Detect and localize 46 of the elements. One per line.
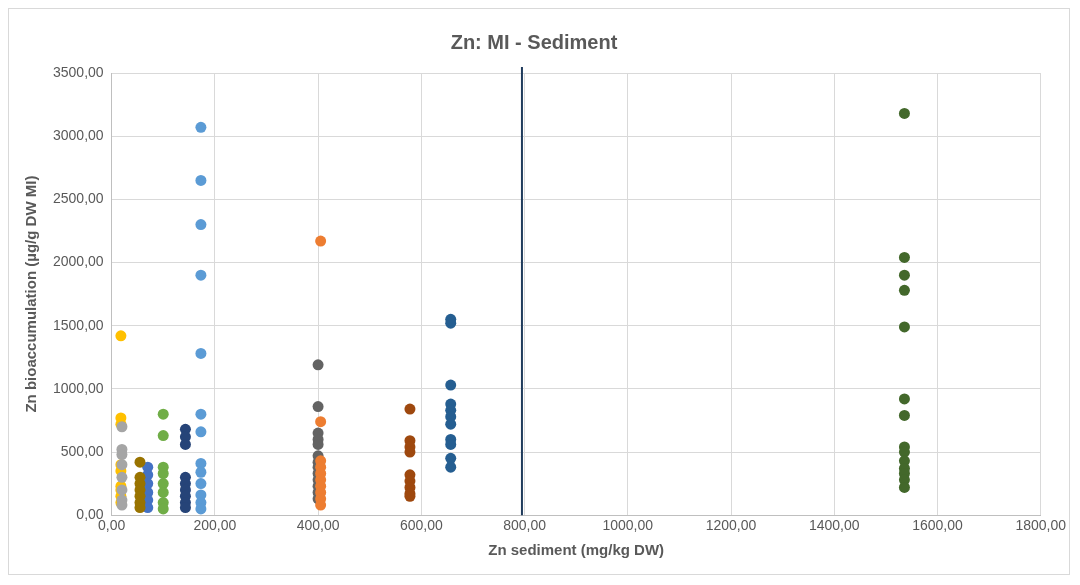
point xyxy=(898,409,910,421)
y-tick-label: 3000,00 xyxy=(53,127,104,144)
point xyxy=(195,174,207,186)
point xyxy=(315,416,327,428)
point xyxy=(312,401,324,413)
x-tick-label: 200,00 xyxy=(193,517,237,534)
y-tick-label: 500,00 xyxy=(60,442,104,459)
point xyxy=(898,393,910,405)
point xyxy=(195,347,207,359)
point xyxy=(195,408,207,420)
point xyxy=(445,379,457,391)
x-tick-label: 400,00 xyxy=(296,517,340,534)
x-tick-label: 800,00 xyxy=(503,517,547,534)
y-tick-label: 2500,00 xyxy=(53,190,104,207)
point xyxy=(157,430,169,442)
point xyxy=(195,478,207,490)
point xyxy=(898,269,910,281)
x-axis-title: Zn sediment (mg/kg DW) xyxy=(488,541,665,559)
x-tick-label: 1600,00 xyxy=(912,517,963,534)
point xyxy=(898,284,910,296)
x-tick-label: 1200,00 xyxy=(705,517,757,534)
point xyxy=(195,426,207,438)
point xyxy=(134,456,146,468)
point xyxy=(195,269,207,281)
point xyxy=(898,107,910,119)
y-tick-label: 3500,00 xyxy=(53,63,104,80)
y-tick-label: 2000,00 xyxy=(53,253,104,270)
point xyxy=(315,235,327,247)
point xyxy=(115,330,127,342)
x-tick-label: 1800,00 xyxy=(1015,517,1067,534)
y-tick-label: 1500,00 xyxy=(53,316,104,333)
point xyxy=(195,219,207,231)
point xyxy=(116,471,128,483)
x-tick-label: 1400,00 xyxy=(808,517,860,534)
point xyxy=(445,452,457,464)
point xyxy=(195,121,207,133)
y-tick-label: 1000,00 xyxy=(53,379,104,396)
point xyxy=(404,403,416,415)
x-tick-label: 1000,00 xyxy=(602,517,654,534)
x-tick-label: 600,00 xyxy=(399,517,443,534)
y-axis-title: Zn bioaccumulation (µg/g DW MI) xyxy=(22,175,40,413)
point xyxy=(898,321,910,333)
chart-title: Zn: MI - Sediment xyxy=(450,30,618,53)
point xyxy=(898,251,910,263)
point xyxy=(312,359,324,371)
point xyxy=(157,408,169,420)
